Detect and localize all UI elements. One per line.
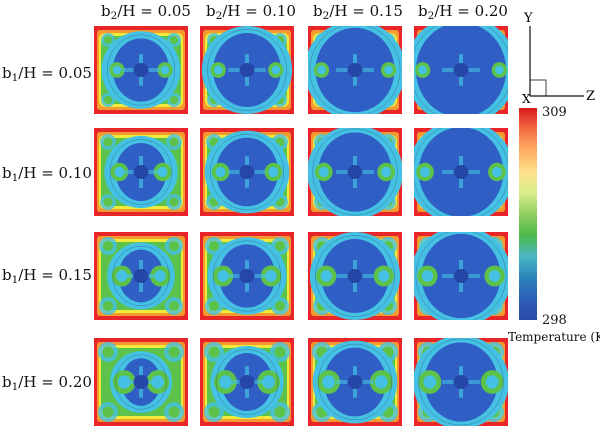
column-header-sub: 2 (215, 10, 223, 22)
column-header-rest: /H = 0.05 (117, 2, 191, 20)
temperature-colorbar (519, 108, 537, 320)
row-label-rest: /H = 0.20 (18, 373, 92, 391)
column-header-1: b2/H = 0.05 (96, 2, 196, 22)
column-header-rest: /H = 0.15 (329, 2, 403, 20)
z-axis-label: Z (586, 89, 595, 104)
row-label-rest: /H = 0.05 (18, 64, 92, 82)
contour-panel-r4-c1 (94, 338, 188, 426)
contour-panel-r1-c4 (414, 26, 508, 114)
column-header-sub: 2 (322, 10, 330, 22)
column-header-rest: /H = 0.20 (434, 2, 508, 20)
contour-panel-r4-c2 (200, 338, 294, 426)
contour-panel-r3-c2 (200, 232, 294, 320)
y-axis-label: Y (523, 11, 533, 26)
contour-panel-r4-c4 (414, 338, 508, 426)
contour-panel-r2-c2 (200, 128, 294, 216)
column-header-sub: 2 (427, 10, 435, 22)
row-label-rest: /H = 0.10 (18, 164, 92, 182)
colorbar-title: Temperature (K) (508, 330, 600, 344)
column-header-2: b2/H = 0.10 (201, 2, 301, 22)
contour-panel-r2-c1 (94, 128, 188, 216)
row-label-var: b (2, 64, 12, 82)
row-label-3: b1/H = 0.15 (2, 266, 94, 286)
row-label-var: b (2, 266, 12, 284)
contour-panel-r3-c4 (414, 232, 508, 320)
row-label-sub: 1 (11, 72, 19, 84)
row-label-var: b (2, 373, 12, 391)
contour-panel-r3-c1 (94, 232, 188, 320)
column-header-4: b2/H = 0.20 (413, 2, 513, 22)
coordinate-axes-icon: Y Z X (512, 8, 600, 106)
column-header-var: b (313, 2, 323, 20)
row-label-rest: /H = 0.15 (18, 266, 92, 284)
column-header-3: b2/H = 0.15 (308, 2, 408, 22)
column-header-sub: 2 (110, 10, 118, 22)
row-label-sub: 1 (11, 381, 19, 393)
row-label-1: b1/H = 0.05 (2, 64, 94, 84)
contour-panel-r2-c4 (414, 128, 508, 216)
row-label-sub: 1 (11, 274, 19, 286)
contour-panel-r4-c3 (308, 338, 402, 426)
column-header-var: b (418, 2, 428, 20)
colorbar-min-label: 298 (542, 313, 567, 328)
column-header-var: b (206, 2, 216, 20)
contour-panel-r1-c1 (94, 26, 188, 114)
row-label-var: b (2, 164, 12, 182)
contour-panel-r2-c3 (308, 128, 402, 216)
column-header-var: b (101, 2, 111, 20)
colorbar-max-label: 309 (542, 105, 567, 120)
contour-panel-r1-c3 (308, 26, 402, 114)
row-label-sub: 1 (11, 172, 19, 184)
row-label-2: b1/H = 0.10 (2, 164, 94, 184)
x-axis-label: X (522, 92, 531, 104)
contour-panel-r1-c2 (200, 26, 294, 114)
contour-panel-r3-c3 (308, 232, 402, 320)
row-label-4: b1/H = 0.20 (2, 373, 94, 393)
column-header-rest: /H = 0.10 (222, 2, 296, 20)
